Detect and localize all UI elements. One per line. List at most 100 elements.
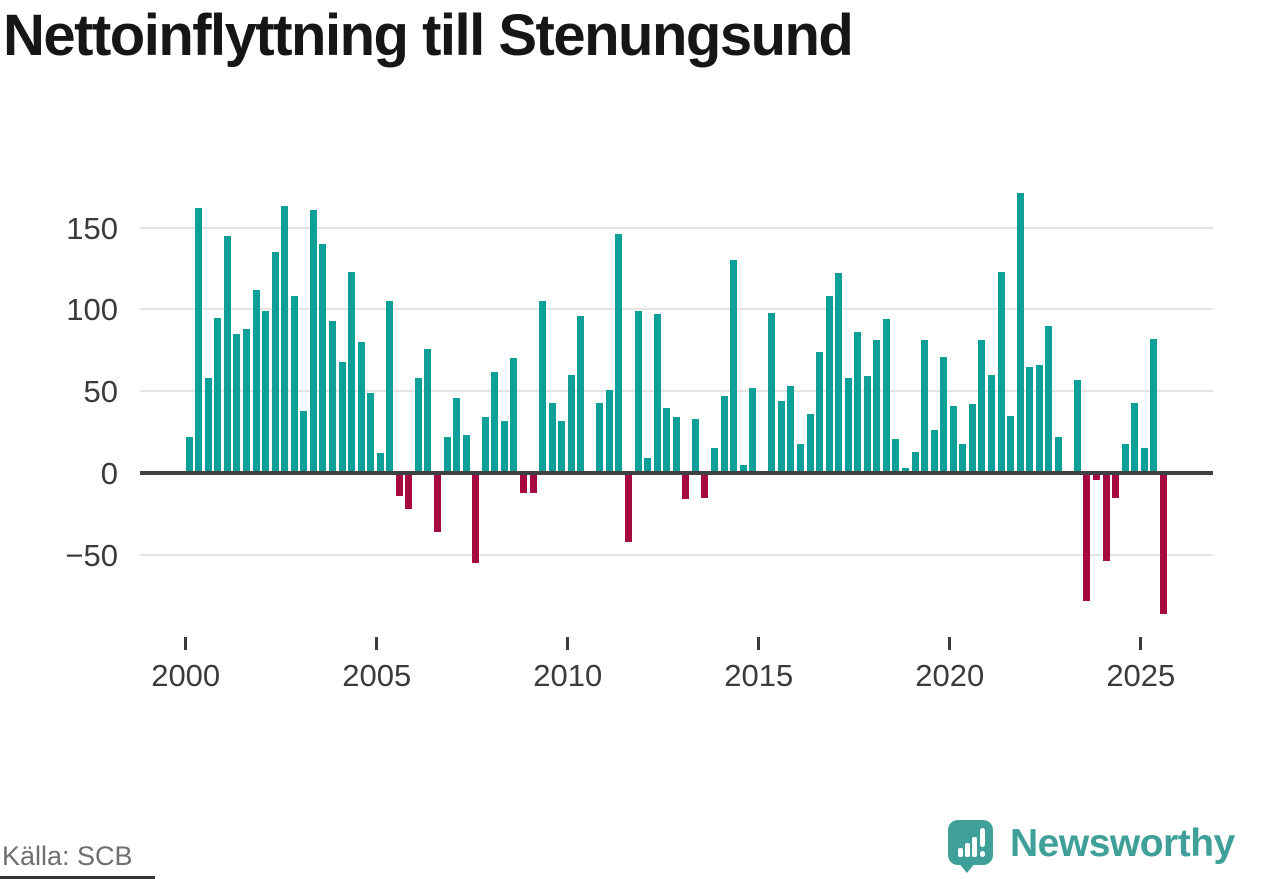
- gridline--50: [140, 553, 1213, 556]
- bar-2000-q55: [711, 448, 719, 473]
- bar-2000-q35: [520, 473, 528, 493]
- bar-2000-q21: [386, 301, 394, 473]
- bar-2000-q26: [434, 473, 442, 532]
- bar-2000-q11: [291, 296, 299, 473]
- bar-2000-q9: [272, 252, 280, 473]
- bar-2000-q75: [902, 468, 910, 473]
- bar-2000-q73: [883, 319, 891, 473]
- bar-2000-q56: [721, 396, 729, 473]
- bar-2000-q102: [1160, 473, 1168, 614]
- bar-2000-q79: [940, 356, 948, 473]
- bar-2000-q13: [310, 209, 318, 473]
- bar-2000-q28: [453, 397, 461, 473]
- bar-2000-q100: [1141, 448, 1149, 473]
- bar-2000-q82: [969, 404, 977, 473]
- bar-2000-q46: [625, 473, 633, 542]
- y-axis-label--50: −50: [65, 537, 118, 573]
- bar-2000-q3: [214, 317, 222, 473]
- bar-2000-q85: [998, 271, 1006, 473]
- bar-2000-q93: [1074, 379, 1082, 473]
- bar-2000-q41: [577, 315, 585, 473]
- bar-2000-q6: [243, 329, 251, 473]
- bar-2000-q59: [749, 387, 757, 473]
- logo-bar-3: [972, 837, 977, 857]
- bar-2000-q80: [950, 405, 958, 473]
- bar-2000-q48: [644, 458, 652, 473]
- x-axis-label-2010: 2010: [533, 658, 603, 693]
- bar-2000-q14: [319, 243, 327, 473]
- x-tick-2010: [566, 637, 570, 650]
- bar-2000-q51: [673, 417, 681, 473]
- bar-2000-q89: [1036, 365, 1044, 473]
- bar-2000-q39: [558, 420, 566, 473]
- bar-2000-q86: [1007, 415, 1015, 473]
- bar-2000-q50: [663, 407, 671, 473]
- bar-2000-q87: [1017, 193, 1025, 473]
- bar-2000-q25: [424, 348, 432, 473]
- bar-2000-q61: [768, 312, 776, 473]
- bar-2000-q17: [348, 271, 356, 473]
- x-axis-label-2000: 2000: [151, 658, 221, 693]
- bar-2000-q30: [472, 473, 480, 563]
- bar-2000-q2: [205, 378, 213, 473]
- bar-2000-q69: [845, 378, 853, 473]
- bar-2000-q74: [892, 438, 900, 473]
- gridline-50: [140, 390, 1213, 393]
- bar-2000-q52: [682, 473, 690, 500]
- bar-2000-q62: [778, 401, 786, 473]
- bar-2000-q72: [873, 340, 881, 473]
- bar-2000-q68: [835, 273, 843, 473]
- logo-exclamation-dot: [980, 851, 985, 857]
- bar-2000-q54: [701, 473, 709, 498]
- bar-2000-q67: [826, 296, 834, 473]
- bar-2000-q24: [415, 378, 423, 473]
- bar-2000-q94: [1083, 473, 1091, 601]
- bar-2000-q38: [549, 402, 557, 473]
- bar-2000-q32: [491, 371, 499, 473]
- bar-2000-q18: [358, 342, 366, 473]
- logo-bar-2: [965, 843, 970, 857]
- bar-2000-q0: [186, 437, 194, 473]
- bar-2000-q63: [787, 386, 795, 473]
- bar-2000-q53: [692, 419, 700, 473]
- bar-2000-q77: [921, 340, 929, 473]
- bar-2000-q81: [959, 443, 967, 473]
- bar-2000-q12: [300, 410, 308, 473]
- bar-2000-q27: [444, 437, 452, 473]
- bar-2000-q1: [195, 207, 203, 473]
- bar-2000-q29: [463, 435, 471, 473]
- x-tick-2020: [948, 637, 952, 650]
- bar-2000-q70: [854, 332, 862, 473]
- bar-2000-q31: [482, 417, 490, 473]
- bar-2000-q76: [912, 451, 920, 473]
- bar-2000-q49: [654, 314, 662, 473]
- brand-name: Newsworthy: [1010, 822, 1235, 865]
- bar-2000-q19: [367, 392, 375, 473]
- bar-2000-q44: [606, 389, 614, 473]
- x-tick-2015: [757, 637, 761, 650]
- x-axis-label-2005: 2005: [342, 658, 412, 693]
- x-tick-2000: [184, 637, 188, 650]
- bar-2000-q90: [1045, 325, 1053, 473]
- chart-title: Nettoinflyttning till Stenungsund: [3, 3, 854, 68]
- bar-2000-q64: [797, 443, 805, 473]
- gridline-100: [140, 308, 1213, 311]
- bar-2000-q23: [405, 473, 413, 509]
- bar-2000-q84: [988, 374, 996, 473]
- bar-2000-q10: [281, 206, 289, 473]
- bar-2000-q47: [635, 311, 643, 473]
- bar-2000-q65: [807, 414, 815, 473]
- x-tick-2005: [375, 637, 379, 650]
- bar-2000-q88: [1026, 366, 1034, 473]
- x-axis-label-2020: 2020: [915, 658, 985, 693]
- bar-2000-q33: [501, 420, 509, 473]
- x-axis-zero-line: [140, 471, 1213, 475]
- bar-2000-q57: [730, 260, 738, 473]
- speech-bubble-tail: [958, 862, 976, 873]
- bar-2000-q16: [339, 361, 347, 473]
- speech-bubble-barchart-icon: [948, 820, 993, 865]
- y-axis-label-150: 150: [66, 210, 118, 246]
- bar-2000-q58: [740, 464, 748, 473]
- bar-2000-q101: [1150, 338, 1158, 473]
